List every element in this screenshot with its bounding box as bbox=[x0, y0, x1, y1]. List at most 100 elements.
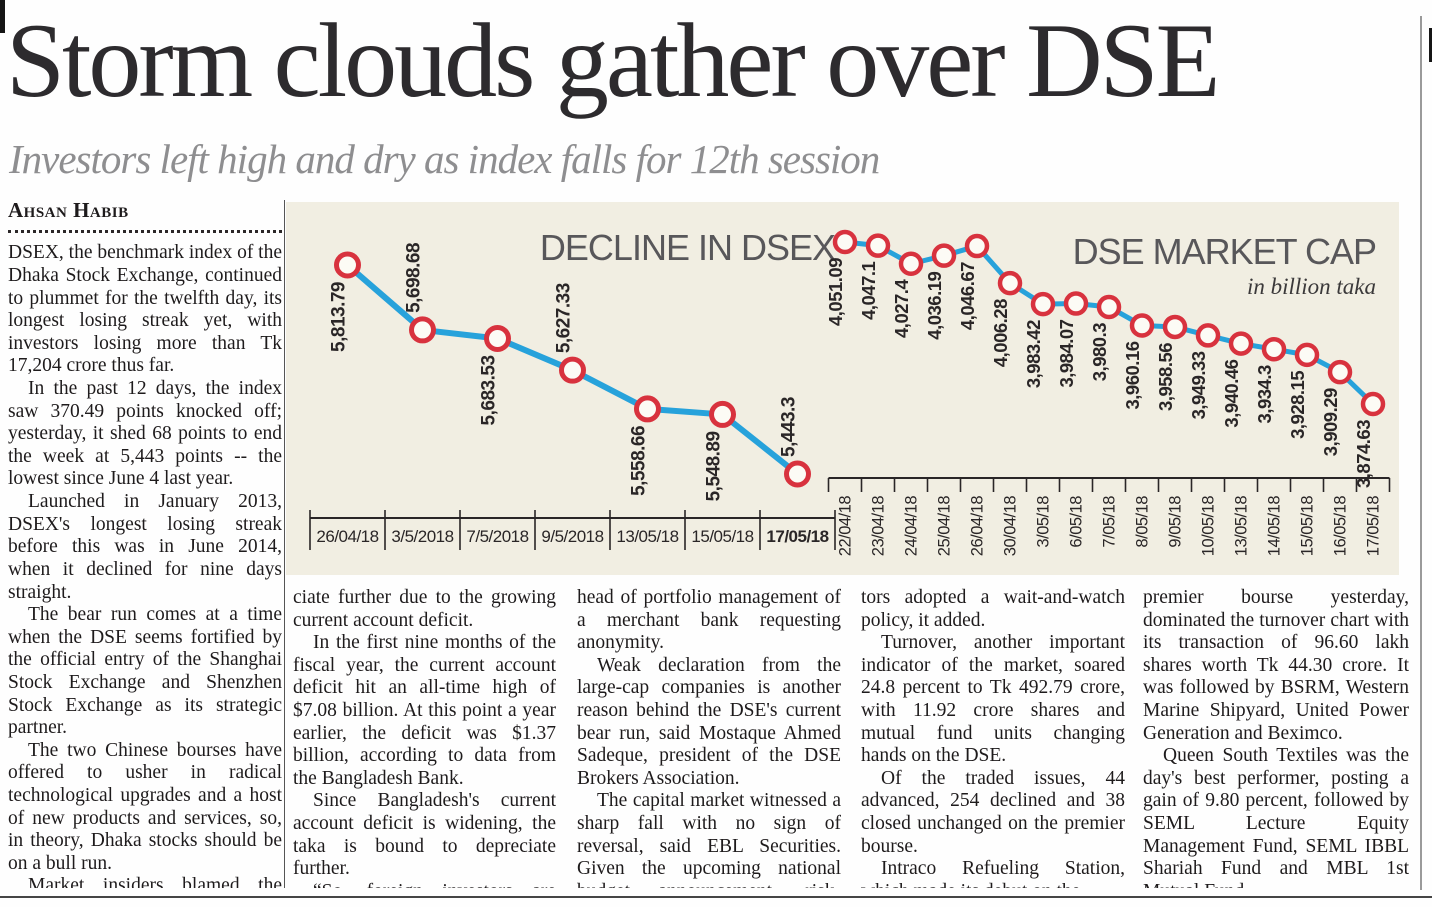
data-point-marker bbox=[1327, 359, 1353, 385]
data-point-label: 5,443.3 bbox=[779, 397, 800, 457]
paragraph: The bear run comes at a time when the DS… bbox=[8, 604, 282, 739]
column-paragraphs: head of portfolio management of a mercha… bbox=[577, 587, 841, 888]
x-axis-date: 13/05/18 bbox=[616, 527, 678, 546]
data-point-marker bbox=[964, 233, 990, 259]
paragraph: tors adopted a wait-and-watch policy, it… bbox=[861, 587, 1125, 631]
data-point-marker bbox=[784, 460, 811, 488]
paragraph: ciate further due to the growing current… bbox=[293, 587, 556, 631]
data-point-label: 3,874.63 bbox=[1353, 420, 1374, 488]
paragraph: Of the traded issues, 44 advanced, 254 d… bbox=[861, 767, 1125, 857]
column-paragraphs: premier bourse yesterday, dominated the … bbox=[1143, 587, 1409, 888]
x-axis-date: 10/05/18 bbox=[1200, 496, 1218, 557]
paragraph: Since Bangladesh's current account defic… bbox=[293, 790, 556, 880]
column-paragraphs: ciate further due to the growing current… bbox=[293, 587, 556, 888]
data-point-label: 3,909.29 bbox=[1320, 388, 1341, 456]
x-axis-date: 3/05/18 bbox=[1035, 496, 1053, 548]
paragraph: Intraco Refueling Station, which made it… bbox=[861, 858, 1125, 888]
paragraph: Launched in January 2013, DSEX's longest… bbox=[8, 491, 282, 603]
x-axis-date: 23/04/18 bbox=[870, 496, 888, 557]
paragraph: Turnover, another important indicator of… bbox=[861, 632, 1125, 767]
market-infographic: DECLINE IN DSEX 26/04/18 3/5/2018 7/5/2018 9… bbox=[286, 202, 1399, 575]
scan-artifact-left bbox=[0, 0, 5, 33]
data-point-marker bbox=[1195, 323, 1221, 348]
article-column-4: tors adopted a wait-and-watch policy, it… bbox=[861, 587, 1125, 888]
data-point-label: 3,934.3 bbox=[1254, 365, 1275, 423]
data-point-marker bbox=[898, 251, 924, 276]
x-axis-date: 25/04/18 bbox=[936, 496, 954, 557]
x-axis-date: 24/04/18 bbox=[903, 496, 921, 557]
byline-divider bbox=[8, 230, 282, 234]
column-divider bbox=[284, 200, 285, 888]
paragraph: The two Chinese bourses have offered to … bbox=[8, 739, 282, 874]
page-right-rule bbox=[1420, 16, 1422, 890]
paragraph: The capital market witnessed a sharp fal… bbox=[577, 790, 841, 888]
x-axis-date: 9/05/18 bbox=[1167, 496, 1185, 548]
paragraph: Weak declaration from the large-cap comp… bbox=[577, 654, 841, 789]
article-column-5: premier bourse yesterday, dominated the … bbox=[1143, 587, 1409, 888]
data-point-marker bbox=[484, 324, 511, 352]
paragraph: Queen South Textiles was the day's best … bbox=[1143, 745, 1409, 888]
article-column-2: ciate further due to the growing current… bbox=[293, 587, 556, 888]
data-point-marker bbox=[1162, 314, 1188, 340]
data-point-label: 3,958.56 bbox=[1155, 343, 1176, 411]
data-point-label: 3,940.46 bbox=[1221, 359, 1242, 427]
data-point-marker bbox=[334, 251, 361, 279]
data-point-label: 3,928.15 bbox=[1287, 371, 1308, 439]
subheadline: Investors left high and dry as index fal… bbox=[9, 136, 880, 182]
data-point-marker bbox=[865, 233, 891, 258]
data-point-marker bbox=[1129, 313, 1155, 338]
x-axis-date: 17/05/18 bbox=[1365, 496, 1383, 557]
paragraph: premier bourse yesterday, dominated the … bbox=[1143, 587, 1409, 744]
x-axis-date: 16/05/18 bbox=[1332, 496, 1350, 557]
data-point-marker bbox=[997, 270, 1023, 296]
data-point-marker bbox=[1228, 331, 1254, 356]
data-point-marker bbox=[1096, 294, 1122, 320]
headline: Storm clouds gather over DSE bbox=[6, 2, 1220, 119]
paragraph: “So, foreign investors are taking their … bbox=[293, 881, 556, 888]
data-point-label: 5,548.89 bbox=[704, 431, 725, 501]
page-bottom-rule bbox=[0, 896, 1432, 898]
x-axis-date: 15/05/18 bbox=[691, 527, 753, 546]
data-point-label: 3,949.33 bbox=[1188, 351, 1209, 419]
data-point-marker bbox=[931, 243, 957, 268]
dsex-decline-chart: DECLINE IN DSEX 26/04/18 3/5/2018 7/5/2018 9… bbox=[309, 227, 837, 550]
x-axis-date: 17/05/18 bbox=[766, 527, 828, 546]
data-point-label: 3,983.42 bbox=[1023, 320, 1044, 388]
x-axis-date: 15/05/18 bbox=[1299, 496, 1317, 557]
data-point-label: 4,036.19 bbox=[924, 271, 945, 339]
x-axis-date: 13/05/18 bbox=[1233, 496, 1251, 557]
data-point-label: 4,027.4 bbox=[891, 279, 912, 338]
data-point-marker bbox=[1294, 342, 1320, 368]
data-point-label: 5,813.79 bbox=[329, 282, 350, 352]
x-axis-date: 6/05/18 bbox=[1068, 496, 1086, 548]
chart-subtitle: in billion taka bbox=[1247, 274, 1376, 299]
data-point-label: 5,698.68 bbox=[404, 243, 425, 313]
scan-artifact-right bbox=[1429, 28, 1432, 62]
data-point-label: 5,558.66 bbox=[629, 426, 650, 496]
data-point-label: 3,960.16 bbox=[1122, 341, 1143, 409]
data-point-marker bbox=[832, 229, 858, 255]
data-point-label: 5,627.33 bbox=[554, 283, 575, 353]
data-point-marker bbox=[1063, 291, 1089, 316]
x-axis-date: 26/04/18 bbox=[316, 527, 378, 546]
data-point-label: 4,006.28 bbox=[990, 299, 1011, 367]
x-axis-date: 30/04/18 bbox=[1002, 496, 1020, 557]
paragraph: In the first nine months of the fiscal y… bbox=[293, 632, 556, 789]
chart-title: DECLINE IN DSEX bbox=[540, 227, 836, 268]
data-point-label: 3,984.07 bbox=[1056, 319, 1077, 387]
x-axis-date: 9/5/2018 bbox=[541, 527, 603, 546]
dse-charts-svg: DECLINE IN DSEX 26/04/18 3/5/2018 7/5/2018 9… bbox=[309, 227, 1391, 557]
byline: Ahsan Habib bbox=[8, 198, 129, 222]
data-point-marker bbox=[409, 316, 436, 344]
column-paragraphs: tors adopted a wait-and-watch policy, it… bbox=[861, 587, 1125, 888]
paragraph: In the past 12 days, the index saw 370.4… bbox=[8, 378, 282, 490]
data-point-label: 3,980.3 bbox=[1089, 323, 1110, 381]
x-axis-date: 14/05/18 bbox=[1266, 496, 1284, 557]
data-point-label: 4,047.1 bbox=[858, 261, 879, 319]
x-axis-date: 8/05/18 bbox=[1134, 496, 1152, 548]
paragraph: head of portfolio management of a mercha… bbox=[577, 587, 841, 654]
data-point-marker bbox=[634, 395, 661, 423]
paragraph: Market insiders blamed the sharp fall on… bbox=[28, 875, 282, 888]
